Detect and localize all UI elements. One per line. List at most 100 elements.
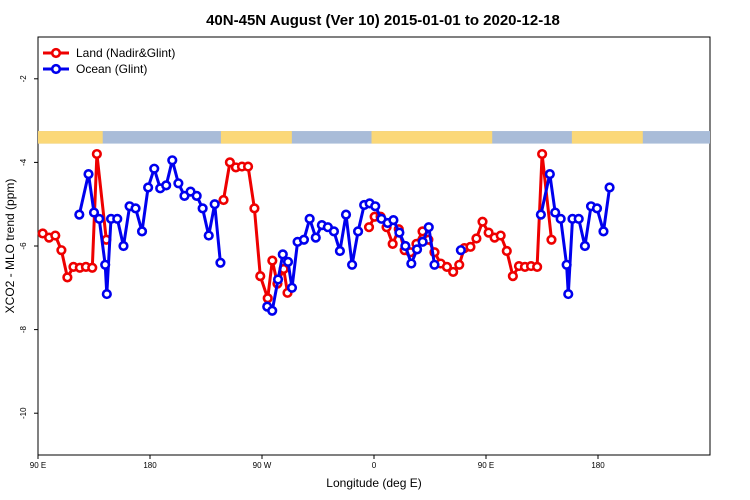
data-point xyxy=(101,288,112,300)
data-point xyxy=(262,293,273,304)
y-tick-label: -10 xyxy=(19,407,28,419)
data-point xyxy=(255,270,266,282)
data-point xyxy=(501,245,512,257)
data-point xyxy=(387,238,398,250)
data-point xyxy=(363,222,375,233)
data-point xyxy=(50,230,61,241)
legend: Land (Nadir&Glint) Ocean (Glint) xyxy=(43,46,175,76)
data-point xyxy=(56,245,67,256)
data-point xyxy=(370,201,381,212)
x-tick-label: 90 E xyxy=(478,461,494,470)
data-point xyxy=(483,227,494,238)
data-point xyxy=(218,194,229,206)
data-point xyxy=(411,244,423,255)
data-point xyxy=(118,240,129,252)
x-tick-label: 180 xyxy=(591,461,605,470)
data-point xyxy=(83,169,94,180)
data-point xyxy=(87,262,98,273)
data-point xyxy=(573,213,584,224)
data-point xyxy=(394,227,405,238)
strip-land-segment xyxy=(38,131,103,144)
data-point xyxy=(74,209,85,220)
data-point xyxy=(242,161,254,172)
legend-marker xyxy=(50,63,62,75)
chart-title: 40N-45N August (Ver 10) 2015-01-01 to 20… xyxy=(206,12,560,29)
data-point xyxy=(88,207,100,218)
data-point xyxy=(555,213,566,224)
series-ocean xyxy=(74,155,615,316)
data-point xyxy=(191,190,202,201)
data-point xyxy=(352,226,364,237)
y-tick-label: -2 xyxy=(19,75,28,83)
data-point xyxy=(535,209,546,220)
data-point xyxy=(277,249,288,260)
data-point xyxy=(112,213,123,224)
data-point xyxy=(209,199,220,210)
x-tick-label: 90 E xyxy=(30,461,46,470)
data-point xyxy=(143,182,154,193)
data-point xyxy=(310,232,321,243)
data-point xyxy=(62,272,73,283)
data-point xyxy=(328,226,340,237)
data-point xyxy=(282,256,294,267)
data-point xyxy=(388,214,399,226)
data-point xyxy=(224,157,235,168)
y-tick-label: -8 xyxy=(19,325,28,333)
data-point xyxy=(448,266,459,278)
data-point xyxy=(563,288,574,300)
y-tick-label: -6 xyxy=(19,242,28,250)
surface-type-strip xyxy=(38,131,710,144)
data-point xyxy=(406,258,417,269)
data-point xyxy=(604,182,615,193)
data-point xyxy=(203,230,214,241)
y-tick-label: -4 xyxy=(19,158,28,166)
axis-ticks: 90 E 180 90 W 0 90 E 180 -2 -4 -6 -8 -10 xyxy=(19,75,605,470)
data-point xyxy=(579,240,591,252)
data-point xyxy=(561,259,572,270)
x-tick-label: 90 W xyxy=(253,461,272,470)
legend-label: Land (Nadir&Glint) xyxy=(76,46,175,60)
data-point xyxy=(267,305,278,316)
data-point xyxy=(455,245,466,256)
data-point xyxy=(340,209,352,220)
series-line xyxy=(367,152,553,278)
data-point xyxy=(477,216,488,227)
data-point xyxy=(546,234,557,245)
data-series xyxy=(37,148,615,316)
legend-marker xyxy=(50,47,62,59)
x-tick-label: 0 xyxy=(372,461,377,470)
data-point xyxy=(149,163,160,174)
series-land xyxy=(37,148,557,304)
data-point xyxy=(286,282,298,293)
data-point xyxy=(173,178,184,189)
data-point xyxy=(136,226,148,237)
data-point xyxy=(304,213,315,224)
strip-land-segment xyxy=(571,131,643,144)
data-point xyxy=(94,213,105,224)
data-point xyxy=(465,241,476,252)
y-axis-label: XCO2 - MLO trend (ppm) xyxy=(3,179,17,314)
data-point xyxy=(400,240,411,252)
data-point xyxy=(130,203,141,214)
data-point xyxy=(598,226,609,237)
data-point xyxy=(417,236,428,247)
data-point xyxy=(267,255,278,266)
series-line xyxy=(266,201,436,313)
legend-label: Ocean (Glint) xyxy=(76,62,147,76)
data-point xyxy=(298,234,310,245)
strip-land-segment xyxy=(371,131,493,144)
data-point xyxy=(100,259,111,270)
data-point xyxy=(334,245,346,257)
data-point xyxy=(591,203,603,214)
data-point xyxy=(550,207,561,218)
data-point xyxy=(532,261,543,273)
data-point xyxy=(495,230,506,241)
data-point xyxy=(197,203,208,214)
data-point xyxy=(249,203,260,214)
data-point xyxy=(544,169,555,180)
x-tick-label: 180 xyxy=(143,461,157,470)
data-point xyxy=(507,270,518,282)
strip-land-segment xyxy=(220,131,292,144)
data-point xyxy=(471,233,482,244)
